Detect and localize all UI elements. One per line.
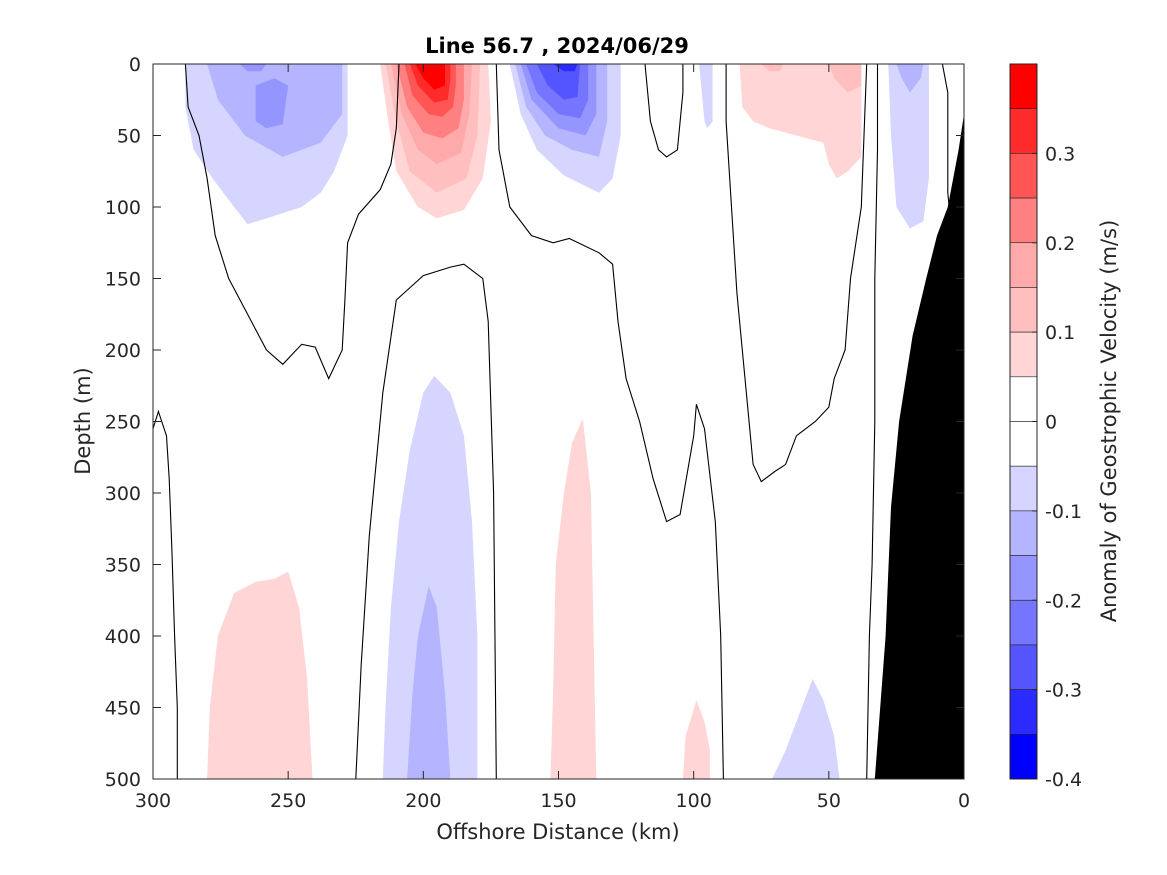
region-pos-deep-145km xyxy=(550,418,597,779)
region-neg-near-surface-270km-l3 xyxy=(255,78,289,129)
x-tick-label: 100 xyxy=(676,790,712,812)
colorbar-tick-label: 0.3 xyxy=(1045,143,1075,165)
zero-contour-left-edge xyxy=(153,409,178,779)
zero-contours xyxy=(153,64,952,779)
region-neg-sliver-98km xyxy=(699,64,713,129)
region-pos-near-surface-60km-l2 xyxy=(828,64,862,93)
colorbar-band xyxy=(1009,465,1038,512)
y-tick-label: 50 xyxy=(117,126,141,148)
x-axis-label: Offshore Distance (km) xyxy=(436,820,679,844)
region-neg-near-surface-270km-l3b xyxy=(239,64,267,72)
colorbar-band xyxy=(1009,242,1038,288)
x-axis-ticks: 300 250 200 150 100 50 0 xyxy=(135,64,970,812)
region-pos-near-surface-60km xyxy=(739,64,862,179)
zero-contour-80km xyxy=(725,64,868,483)
region-pos-core-195km-l7 xyxy=(415,64,445,90)
chart-title: Line 56.7 , 2024/06/29 xyxy=(425,34,689,58)
region-neg-deep-195km-l2 xyxy=(407,585,451,779)
y-tick-label: 300 xyxy=(105,483,141,505)
colorbar: 0.3 0.2 0.1 0 -0.1 -0.2 -0.3 -0.4 xyxy=(1009,63,1082,791)
region-neg-near-surface-20km-l2 xyxy=(896,64,924,93)
colorbar-tick-label: -0.4 xyxy=(1045,769,1082,791)
zero-contour-38km xyxy=(866,64,879,779)
y-tick-label: 250 xyxy=(105,412,141,434)
y-tick-label: 350 xyxy=(105,555,141,577)
y-axis-label: Depth (m) xyxy=(71,367,95,474)
colorbar-label: Anomaly of Geostrophic Velocity (m/s) xyxy=(1097,220,1121,623)
colorbar-band xyxy=(1009,734,1038,780)
region-neg-core-145km-l6 xyxy=(553,64,578,72)
axes: 300 250 200 150 100 50 0 050100150200250300350… xyxy=(105,54,970,812)
colorbar-tick-label: 0.1 xyxy=(1045,322,1075,344)
y-tick-label: 100 xyxy=(105,197,141,219)
y-axis-ticks: 0 50 100 150 200 250 300 350 400 450 500 xyxy=(105,54,964,791)
colorbar-band xyxy=(1009,376,1038,422)
colorbar-ticks: 0.3 0.2 0.1 0 -0.1 -0.2 -0.3 -0.4 xyxy=(1032,143,1082,791)
y-tick-label: 450 xyxy=(105,698,141,720)
colorbar-tick-label: -0.2 xyxy=(1045,590,1082,612)
region-neg-core-145km-l5 xyxy=(536,64,581,100)
y-tick-label: 0 xyxy=(129,54,141,76)
x-tick-label: 300 xyxy=(135,790,171,812)
colorbar-band xyxy=(1009,689,1038,735)
colorbar-band xyxy=(1009,421,1038,467)
colorbar-tick-label: 0 xyxy=(1045,412,1057,434)
colorbar-band xyxy=(1009,153,1038,199)
bathymetry xyxy=(874,114,964,779)
x-tick-label: 250 xyxy=(270,790,306,812)
region-neg-deep-55km xyxy=(772,678,840,779)
contour-regions xyxy=(185,64,929,779)
x-tick-label: 50 xyxy=(817,790,841,812)
colorbar-band xyxy=(1009,197,1038,244)
region-pos-deep-265km xyxy=(207,571,313,779)
y-tick-label: 400 xyxy=(105,626,141,648)
colorbar-band xyxy=(1009,331,1038,378)
colorbar-band xyxy=(1009,599,1038,646)
colorbar-band xyxy=(1009,555,1038,601)
colorbar-band xyxy=(1009,63,1038,109)
colorbar-band xyxy=(1009,510,1038,556)
zero-contour-195km xyxy=(355,263,497,779)
region-neg-near-surface-20km xyxy=(888,64,929,229)
x-tick-label: 200 xyxy=(405,790,441,812)
y-tick-label: 200 xyxy=(105,340,141,362)
colorbar-band xyxy=(1009,108,1038,154)
region-pos-deep-100km xyxy=(682,700,710,779)
zero-contour-145km xyxy=(495,64,724,779)
bathymetry-fill xyxy=(874,114,964,779)
zero-contour-110km xyxy=(644,64,684,158)
zero-contour-290km xyxy=(184,64,400,380)
x-tick-label: 0 xyxy=(958,790,970,812)
x-tick-label: 150 xyxy=(540,790,576,812)
colorbar-tick-label: -0.3 xyxy=(1045,680,1082,702)
colorbar-tick-label: -0.1 xyxy=(1045,501,1082,523)
colorbar-band xyxy=(1009,644,1038,690)
region-pos-near-surface-60km-l2b xyxy=(761,64,783,72)
y-tick-label: 500 xyxy=(105,769,141,791)
colorbar-bands xyxy=(1009,63,1038,780)
y-tick-label: 150 xyxy=(105,269,141,291)
plot-area xyxy=(153,64,964,779)
region-neg-deep-195km-l1 xyxy=(382,375,478,779)
colorbar-tick-label: 0.2 xyxy=(1045,233,1075,255)
colorbar-band xyxy=(1009,287,1038,333)
